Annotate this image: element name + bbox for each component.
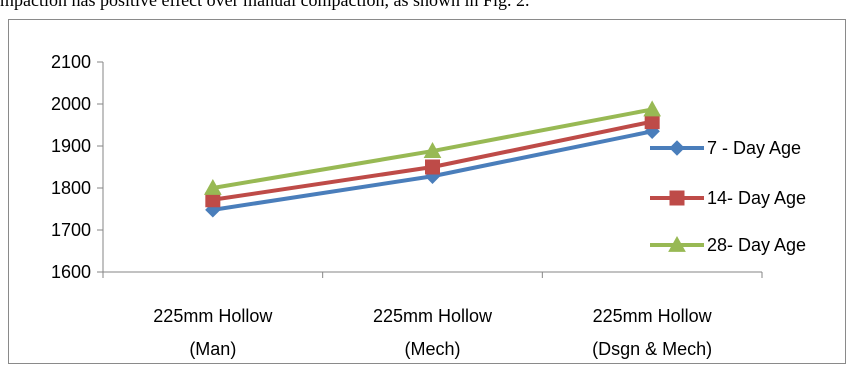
body-text-fragment: mpaction has positive effect over manual…	[0, 0, 530, 10]
y-tick-label: 1900	[51, 136, 91, 156]
diamond-marker	[669, 140, 685, 156]
chart-series	[203, 100, 662, 218]
y-tick-label: 1600	[51, 262, 91, 282]
chart-frame	[8, 19, 846, 364]
triangle-marker	[643, 100, 662, 117]
x-category-label: (Dsgn & Mech)	[592, 339, 712, 359]
triangle-marker	[203, 178, 222, 195]
triangle-marker	[668, 235, 686, 252]
y-tick-label: 1700	[51, 220, 91, 240]
x-category-label: (Man)	[189, 339, 236, 359]
x-category-label: 225mm Hollow	[373, 306, 493, 326]
y-tick-label: 2100	[51, 52, 91, 72]
y-tick-label: 1800	[51, 178, 91, 198]
square-marker	[669, 190, 685, 206]
chart-legend: 7 - Day Age 14- Day Age 28- Day Age	[650, 138, 806, 255]
square-marker	[425, 159, 440, 175]
chart-axes: 1600 1700 1800 1900 2000 2100 225mm Hollow (Man…	[51, 52, 763, 359]
x-category-label: 225mm Hollow	[153, 306, 273, 326]
x-category-label: (Mech)	[404, 339, 460, 359]
legend-label: 14- Day Age	[707, 188, 806, 208]
triangle-marker	[423, 142, 442, 158]
x-category-label: 225mm Hollow	[593, 306, 713, 326]
square-marker	[644, 114, 660, 130]
legend-label: 7 - Day Age	[707, 138, 801, 158]
legend-label: 28- Day Age	[707, 235, 806, 255]
y-tick-label: 2000	[51, 94, 91, 114]
